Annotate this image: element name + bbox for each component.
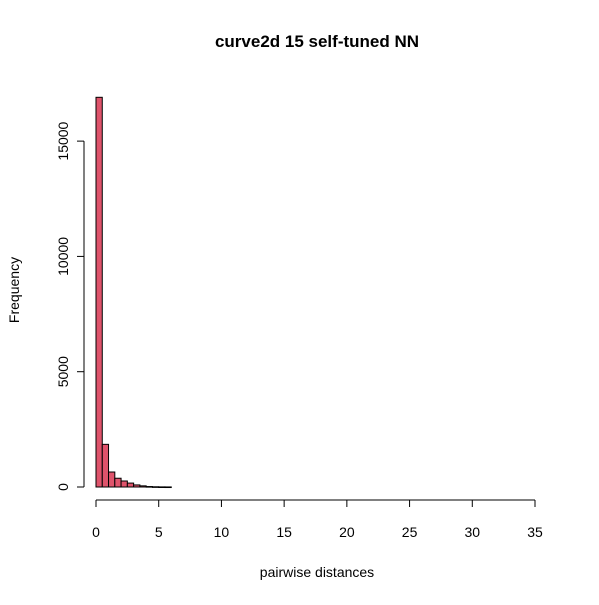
x-tick-label-5: 5 <box>155 524 163 540</box>
x-axis: 0 5 10 15 20 25 30 35 <box>92 499 543 540</box>
histogram-bar-1 <box>101 443 110 488</box>
histogram-bar-2 <box>108 471 116 488</box>
bars-group <box>95 96 172 489</box>
chart-title: curve2d 15 self-tuned NN <box>215 32 419 51</box>
x-tick-label-20: 20 <box>339 524 355 540</box>
histogram-bar-7 <box>139 485 147 488</box>
x-axis-label: pairwise distances <box>260 564 374 580</box>
histogram-bar-9 <box>151 486 160 488</box>
x-tick-label-25: 25 <box>402 524 418 540</box>
histogram-bar-8 <box>145 486 153 488</box>
x-tick-label-30: 30 <box>464 524 480 540</box>
histogram-bar-4 <box>120 480 128 488</box>
y-tick-label-10000: 10000 <box>55 237 71 276</box>
histogram-bar-6 <box>133 484 141 488</box>
x-tick-label-0: 0 <box>92 524 100 540</box>
histogram-bar-11 <box>164 486 172 489</box>
x-tick-label-15: 15 <box>276 524 292 540</box>
y-axis: 0 5000 10000 15000 <box>55 121 85 491</box>
x-tick-label-10: 10 <box>214 524 230 540</box>
y-tick-label-15000: 15000 <box>55 121 71 160</box>
x-tick-label-35: 35 <box>527 524 543 540</box>
y-axis-label: Frequency <box>6 257 22 323</box>
histogram-bar-5 <box>126 482 135 488</box>
y-tick-label-5000: 5000 <box>55 356 71 387</box>
histogram-bar-10 <box>158 486 166 488</box>
y-tick-label-0: 0 <box>55 483 71 491</box>
histogram-bar-0 <box>95 96 103 488</box>
histogram-bar-3 <box>114 477 122 488</box>
